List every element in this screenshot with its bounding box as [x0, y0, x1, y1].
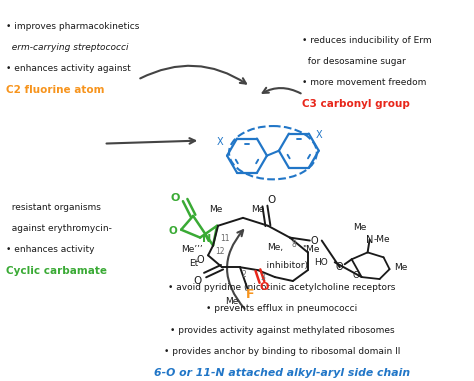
Text: • reduces inducibility of Erm: • reduces inducibility of Erm: [302, 36, 431, 45]
Text: against erythromycin-: against erythromycin-: [6, 224, 112, 233]
Text: Me,: Me,: [267, 243, 283, 252]
Text: 12: 12: [215, 247, 225, 256]
Text: 11: 11: [220, 234, 229, 243]
Text: C3 carbonyl group: C3 carbonyl group: [302, 99, 410, 109]
Text: Me: Me: [210, 205, 223, 214]
Text: -Me: -Me: [374, 235, 390, 244]
Text: O: O: [336, 262, 344, 272]
Text: "Me: "Me: [302, 245, 319, 254]
Text: O: O: [196, 255, 204, 265]
Text: • enhances activity against: • enhances activity against: [6, 64, 131, 73]
Text: • enhances activity: • enhances activity: [6, 245, 95, 254]
Text: 2: 2: [242, 270, 247, 279]
Text: N: N: [366, 235, 374, 245]
Text: O: O: [352, 271, 359, 280]
Text: O: O: [259, 282, 269, 292]
Text: Me: Me: [251, 205, 264, 215]
Text: N: N: [202, 234, 211, 243]
Text: O: O: [169, 226, 178, 236]
Text: for desosamine sugar: for desosamine sugar: [302, 57, 405, 66]
Text: • provides activity against methylated ribosomes: • provides activity against methylated r…: [170, 326, 394, 335]
Text: erm-carrying streptococci: erm-carrying streptococci: [6, 43, 129, 52]
Text: F: F: [246, 288, 254, 301]
Text: 6-O or 11-N attached alkyl-aryl side chain: 6-O or 11-N attached alkyl-aryl side cha…: [154, 368, 410, 378]
Text: X: X: [316, 130, 322, 140]
Text: resistant organisms: resistant organisms: [6, 203, 101, 211]
Text: • avoid pyridine (nicotinic acetylcholine receptors: • avoid pyridine (nicotinic acetylcholin…: [168, 283, 396, 292]
Text: O: O: [267, 195, 275, 205]
Text: 8: 8: [292, 240, 297, 248]
Text: Me’’’: Me’’’: [182, 245, 203, 254]
Text: O: O: [193, 276, 201, 286]
Text: O: O: [311, 235, 319, 245]
Text: Me: Me: [225, 297, 239, 306]
Text: Et: Et: [189, 259, 198, 268]
Text: Me: Me: [353, 223, 366, 232]
Text: C2 fluorine atom: C2 fluorine atom: [6, 85, 105, 95]
Text: Me: Me: [394, 263, 408, 272]
Text: • improves pharmacokinetics: • improves pharmacokinetics: [6, 22, 140, 31]
Text: HO: HO: [314, 258, 328, 267]
Text: 3: 3: [260, 273, 265, 282]
Text: X: X: [217, 137, 223, 147]
Text: O: O: [171, 193, 180, 203]
Text: • prevents efflux in pneumococci: • prevents efflux in pneumococci: [206, 304, 357, 313]
Text: • more movement freedom: • more movement freedom: [302, 78, 426, 87]
Text: • provides anchor by binding to ribosomal domain II: • provides anchor by binding to ribosoma…: [164, 347, 400, 356]
Text: Cyclic carbamate: Cyclic carbamate: [6, 266, 108, 276]
Text: inhibitor): inhibitor): [255, 261, 309, 270]
